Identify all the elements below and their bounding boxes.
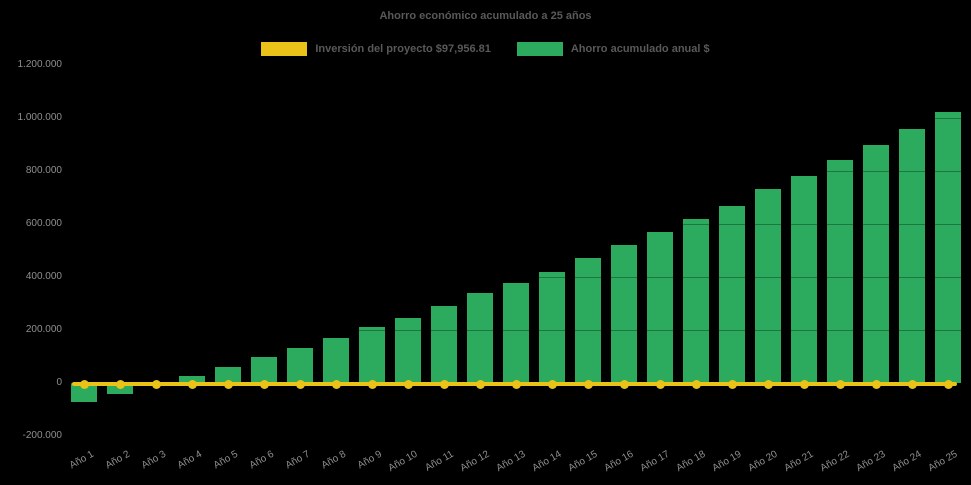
x-axis-tick-label: Año 11 bbox=[423, 448, 456, 474]
x-axis-tick-label: Año 19 bbox=[710, 448, 744, 475]
x-axis-tick-label: Año 12 bbox=[458, 448, 492, 475]
x-axis-tick-label: Año 13 bbox=[494, 448, 528, 475]
legend-label-investment: Inversión del proyecto $97,956.81 bbox=[315, 43, 491, 55]
bar-año-11[interactable] bbox=[431, 306, 457, 383]
investment-point-año-7[interactable] bbox=[295, 379, 305, 389]
bar-año-1[interactable] bbox=[71, 383, 97, 402]
investment-point-año-3[interactable] bbox=[151, 379, 161, 389]
x-axis-tick-label: Año 18 bbox=[674, 448, 708, 475]
bar-año-24[interactable] bbox=[899, 129, 925, 383]
bar-año-25[interactable] bbox=[935, 112, 961, 383]
legend: Inversión del proyecto $97,956.81 Ahorro… bbox=[0, 42, 971, 56]
investment-point-año-10[interactable] bbox=[403, 379, 413, 389]
bar-año-23[interactable] bbox=[863, 145, 889, 383]
x-axis-tick-label: Año 15 bbox=[566, 448, 600, 475]
savings-swatch-icon bbox=[516, 42, 563, 56]
investment-point-año-23[interactable] bbox=[871, 379, 881, 389]
bar-año-17[interactable] bbox=[647, 231, 673, 383]
investment-point-año-19[interactable] bbox=[727, 379, 737, 389]
investment-point-año-9[interactable] bbox=[367, 379, 377, 389]
x-axis-tick-label: Año 23 bbox=[854, 448, 888, 475]
bar-año-21[interactable] bbox=[791, 176, 817, 383]
y-axis-tick-label: 800.000 bbox=[25, 165, 62, 176]
bar-año-6[interactable] bbox=[251, 356, 277, 383]
x-axis-tick-label: Año 7 bbox=[283, 448, 312, 472]
investment-point-año-1[interactable] bbox=[79, 379, 89, 389]
bar-año-16[interactable] bbox=[611, 244, 637, 383]
investment-point-año-20[interactable] bbox=[763, 379, 773, 389]
x-axis-tick-label: Año 4 bbox=[175, 448, 204, 472]
x-axis-tick-label: Año 5 bbox=[211, 448, 240, 472]
x-axis-tick-label: Año 20 bbox=[746, 448, 780, 475]
investment-point-año-11[interactable] bbox=[439, 379, 449, 389]
x-axis-tick-label: Año 16 bbox=[602, 448, 636, 475]
x-axis-tick-label: Año 22 bbox=[818, 448, 852, 475]
gridline bbox=[66, 330, 966, 331]
bar-año-14[interactable] bbox=[539, 271, 565, 383]
bar-año-9[interactable] bbox=[359, 327, 385, 383]
x-axis-tick-label: Año 8 bbox=[319, 448, 348, 472]
bar-año-15[interactable] bbox=[575, 257, 601, 383]
investment-point-año-14[interactable] bbox=[547, 379, 557, 389]
x-axis-tick-label: Año 6 bbox=[247, 448, 276, 472]
y-axis-tick-label: 600.000 bbox=[25, 218, 62, 229]
investment-point-año-15[interactable] bbox=[583, 379, 593, 389]
gridline bbox=[66, 118, 966, 119]
gridline bbox=[66, 436, 966, 437]
bar-año-18[interactable] bbox=[683, 219, 709, 383]
gridline bbox=[66, 171, 966, 172]
investment-point-año-17[interactable] bbox=[655, 379, 665, 389]
y-axis-tick-label: -200.000 bbox=[22, 430, 62, 441]
x-axis-tick-label: Año 2 bbox=[103, 448, 132, 472]
bar-año-22[interactable] bbox=[827, 160, 853, 383]
x-axis-tick-label: Año 9 bbox=[355, 448, 384, 472]
y-axis-tick-label: 200.000 bbox=[25, 324, 62, 335]
y-axis-tick-label: 400.000 bbox=[25, 271, 62, 282]
x-axis-tick-label: Año 24 bbox=[890, 448, 924, 475]
bar-año-7[interactable] bbox=[287, 347, 313, 383]
x-axis-tick-label: Año 25 bbox=[926, 448, 960, 475]
legend-item-investment[interactable]: Inversión del proyecto $97,956.81 bbox=[261, 42, 491, 56]
legend-item-savings[interactable]: Ahorro acumulado anual $ bbox=[516, 42, 710, 56]
bar-año-13[interactable] bbox=[503, 282, 529, 383]
x-axis-tick-label: Año 21 bbox=[782, 448, 816, 475]
x-axis-tick-label: Año 14 bbox=[530, 448, 564, 475]
bar-año-12[interactable] bbox=[467, 293, 493, 383]
investment-swatch-icon bbox=[261, 42, 308, 56]
bar-año-4[interactable] bbox=[179, 375, 205, 383]
y-axis-tick-label: 1.200.000 bbox=[17, 59, 63, 70]
bar-año-10[interactable] bbox=[395, 317, 421, 383]
x-axis-tick-label: Año 1 bbox=[67, 448, 96, 472]
gridline bbox=[66, 277, 966, 278]
investment-point-año-21[interactable] bbox=[799, 379, 809, 389]
investment-point-año-12[interactable] bbox=[475, 379, 485, 389]
x-axis-tick-label: Año 10 bbox=[386, 448, 420, 475]
x-axis-tick-label: Año 17 bbox=[638, 448, 672, 475]
y-axis-tick-label: 0 bbox=[56, 377, 62, 388]
investment-point-año-4[interactable] bbox=[187, 379, 197, 389]
investment-point-año-24[interactable] bbox=[907, 379, 917, 389]
investment-point-año-2[interactable] bbox=[115, 379, 125, 389]
bar-año-19[interactable] bbox=[719, 205, 745, 383]
bar-año-8[interactable] bbox=[323, 337, 349, 383]
y-axis-tick-label: 1.000.000 bbox=[17, 112, 63, 123]
investment-point-año-22[interactable] bbox=[835, 379, 845, 389]
x-axis-tick-label: Año 3 bbox=[139, 448, 168, 472]
bar-año-5[interactable] bbox=[215, 367, 241, 383]
gridline bbox=[66, 224, 966, 225]
gridline bbox=[66, 65, 966, 66]
investment-point-año-6[interactable] bbox=[259, 379, 269, 389]
legend-label-savings: Ahorro acumulado anual $ bbox=[570, 43, 710, 55]
investment-point-año-18[interactable] bbox=[691, 379, 701, 389]
chart-title: Ahorro económico acumulado a 25 años bbox=[379, 10, 592, 22]
investment-point-año-16[interactable] bbox=[619, 379, 629, 389]
investment-point-año-13[interactable] bbox=[511, 379, 521, 389]
investment-point-año-25[interactable] bbox=[943, 379, 953, 389]
bar-año-20[interactable] bbox=[755, 189, 781, 383]
investment-point-año-5[interactable] bbox=[223, 379, 233, 389]
investment-point-año-8[interactable] bbox=[331, 379, 341, 389]
